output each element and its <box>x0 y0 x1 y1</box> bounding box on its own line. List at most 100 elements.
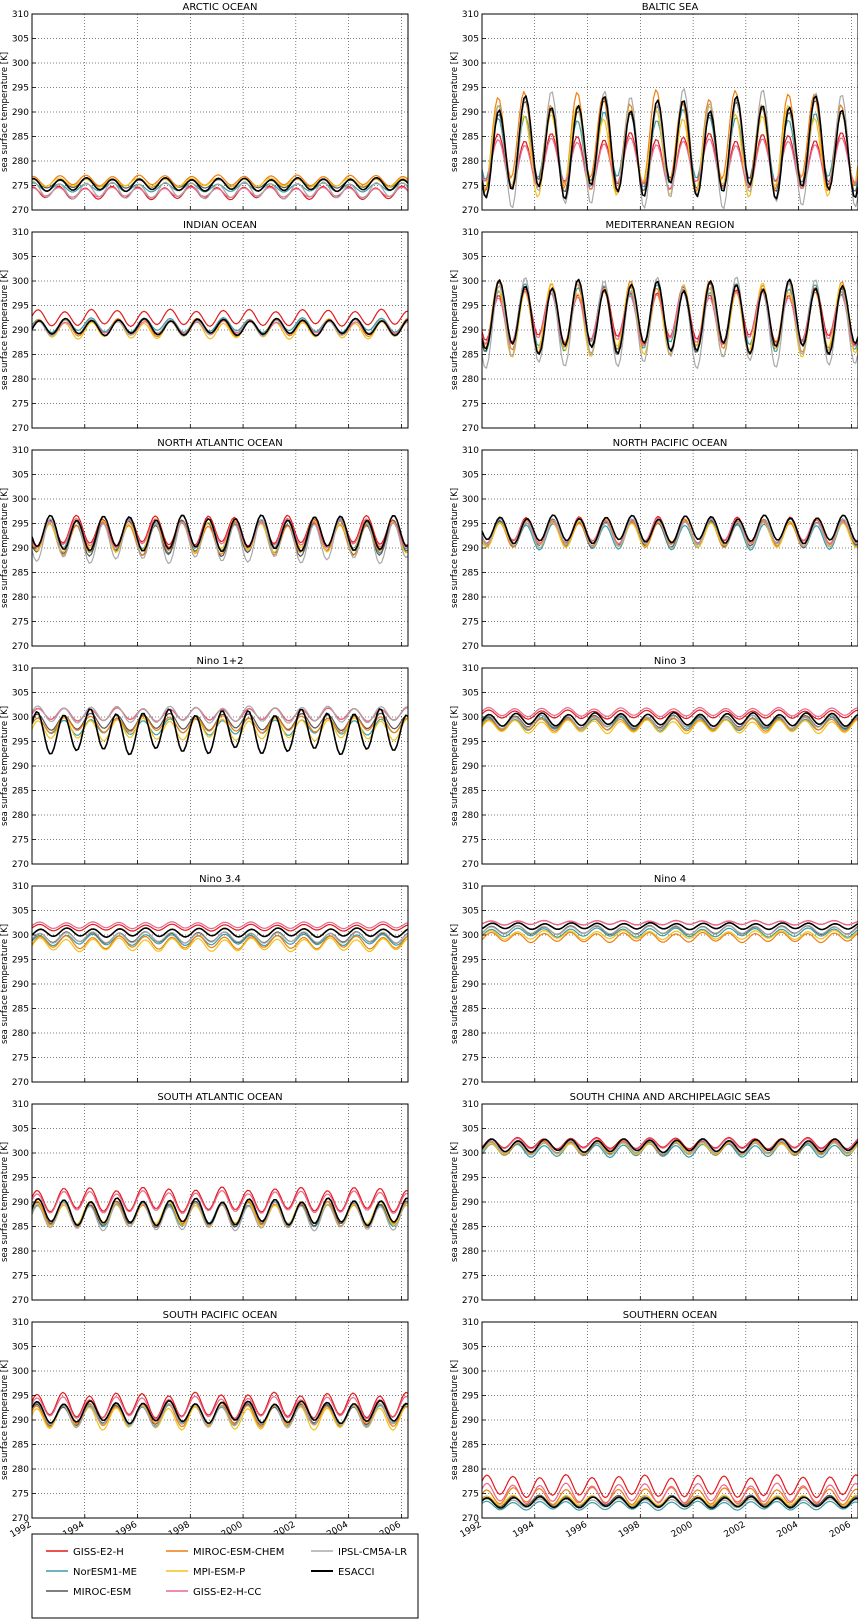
series-line-noresm1-me <box>482 927 858 938</box>
series-line-esacci <box>482 711 858 727</box>
y-tick-label: 300 <box>462 495 479 505</box>
y-tick-label: 270 <box>12 1514 29 1524</box>
x-tick-label: 1998 <box>617 1520 642 1540</box>
y-tick-label: 275 <box>462 400 479 410</box>
series-line-esacci <box>482 1138 858 1154</box>
series-line-ipsl-cm5a-lr <box>482 1140 858 1156</box>
y-tick-label: 270 <box>462 206 479 216</box>
plot-area <box>32 886 408 1082</box>
panel-6: 270 275 280 285 290 295 300 305 310 sea surface t… <box>0 656 409 870</box>
series-group <box>482 276 858 369</box>
y-tick-label: 295 <box>462 1174 479 1184</box>
y-tick-label: 270 <box>12 206 29 216</box>
y-tick-label: 295 <box>12 738 29 748</box>
y-tick-label: 310 <box>12 10 29 20</box>
y-tick-label: 270 <box>12 1078 29 1088</box>
y-tick-label: 275 <box>12 182 29 192</box>
series-group <box>482 1474 858 1511</box>
plot-area <box>32 1322 408 1518</box>
y-tick-label: 295 <box>462 1392 479 1402</box>
y-tick-label: 290 <box>462 980 479 990</box>
y-tick-label: 285 <box>462 569 479 579</box>
series-group <box>32 705 408 756</box>
x-tick-label: 2000 <box>670 1520 695 1540</box>
y-tick-label: 280 <box>12 375 29 385</box>
series-line-esacci <box>482 1495 858 1509</box>
y-tick-label: 295 <box>462 956 479 966</box>
y-tick-label: 295 <box>12 84 29 94</box>
legend-label: MIROC-ESM <box>73 1587 131 1598</box>
series-line-giss-e2-h <box>32 1186 408 1213</box>
legend-label: GISS-E2-H-CC <box>193 1587 261 1598</box>
panel-title: SOUTH PACIFIC OCEAN <box>163 1310 278 1321</box>
panel-title: MEDITERRANEAN REGION <box>606 220 735 231</box>
panel-title: SOUTH ATLANTIC OCEAN <box>157 1092 282 1103</box>
legend-item-giss-e2-h: GISS-E2-H <box>46 1547 124 1558</box>
y-axis-label: sea surface temperature [K] <box>0 52 10 172</box>
y-axis-label: sea surface temperature [K] <box>450 488 460 608</box>
y-tick-label: 295 <box>12 520 29 530</box>
y-tick-label: 285 <box>12 1005 29 1015</box>
plot-area <box>32 232 408 428</box>
y-tick-label: 305 <box>12 253 29 263</box>
plot-area <box>482 1322 858 1518</box>
series-group <box>32 308 408 340</box>
y-tick-label: 310 <box>12 1100 29 1110</box>
y-tick-label: 290 <box>12 326 29 336</box>
y-tick-label: 305 <box>12 35 29 45</box>
panel-title: NORTH PACIFIC OCEAN <box>613 438 728 449</box>
legend-item-noresm1-me: NorESM1-ME <box>46 1567 137 1578</box>
panel-1: 270 275 280 285 290 295 300 305 310 sea surface t… <box>450 2 858 216</box>
y-tick-label: 300 <box>12 713 29 723</box>
y-tick-label: 290 <box>12 544 29 554</box>
y-tick-label: 275 <box>12 1490 29 1500</box>
legend: GISS-E2-H NorESM1-ME MIROC-ESM MIROC-ESM-CH… <box>31 1533 419 1619</box>
y-tick-label: 280 <box>462 157 479 167</box>
y-tick-label: 295 <box>12 1392 29 1402</box>
legend-label: GISS-E2-H <box>73 1547 124 1558</box>
y-tick-label: 270 <box>12 424 29 434</box>
y-tick-label: 310 <box>462 446 479 456</box>
y-axis-label: sea surface temperature [K] <box>450 706 460 826</box>
series-line-ipsl-cm5a-lr <box>32 705 408 724</box>
series-line-mpi-esm-p <box>482 929 858 941</box>
y-tick-label: 290 <box>462 1198 479 1208</box>
y-axis-label: sea surface temperature [K] <box>450 270 460 390</box>
series-line-ipsl-cm5a-lr <box>482 924 858 936</box>
y-tick-label: 270 <box>462 642 479 652</box>
plot-area <box>482 1104 858 1300</box>
y-tick-label: 275 <box>462 618 479 628</box>
series-group <box>482 919 858 944</box>
y-tick-label: 270 <box>12 1296 29 1306</box>
y-tick-label: 310 <box>462 228 479 238</box>
legend-item-miroc-esm-chem: MIROC-ESM-CHEM <box>166 1547 284 1558</box>
y-tick-label: 280 <box>462 1029 479 1039</box>
y-tick-label: 280 <box>12 1465 29 1475</box>
y-tick-label: 295 <box>462 738 479 748</box>
series-line-miroc-esm-chem <box>32 174 408 187</box>
y-tick-label: 310 <box>12 664 29 674</box>
y-tick-label: 300 <box>12 277 29 287</box>
y-tick-label: 290 <box>12 762 29 772</box>
y-tick-label: 310 <box>12 882 29 892</box>
x-tick-label: 1994 <box>511 1520 536 1540</box>
y-tick-label: 300 <box>12 59 29 69</box>
series-line-esacci <box>32 514 408 553</box>
y-tick-label: 300 <box>462 59 479 69</box>
panel-10: 270 275 280 285 290 295 300 305 310 sea surface t… <box>0 1092 409 1306</box>
y-tick-label: 300 <box>12 1149 29 1159</box>
panel-title: BALTIC SEA <box>642 2 699 13</box>
y-tick-label: 275 <box>462 836 479 846</box>
panel-title: SOUTH CHINA AND ARCHIPELAGIC SEAS <box>570 1092 771 1103</box>
series-line-miroc-esm-chem <box>482 1486 858 1506</box>
y-tick-label: 285 <box>12 1441 29 1451</box>
y-tick-label: 285 <box>12 351 29 361</box>
legend-label: ESACCI <box>338 1567 374 1578</box>
y-axis-label: sea surface temperature [K] <box>0 1360 10 1480</box>
series-group <box>32 1186 408 1232</box>
series-line-mpi-esm-p <box>32 937 408 953</box>
plot-area <box>482 886 858 1082</box>
y-tick-label: 275 <box>462 1490 479 1500</box>
y-tick-label: 305 <box>12 1343 29 1353</box>
